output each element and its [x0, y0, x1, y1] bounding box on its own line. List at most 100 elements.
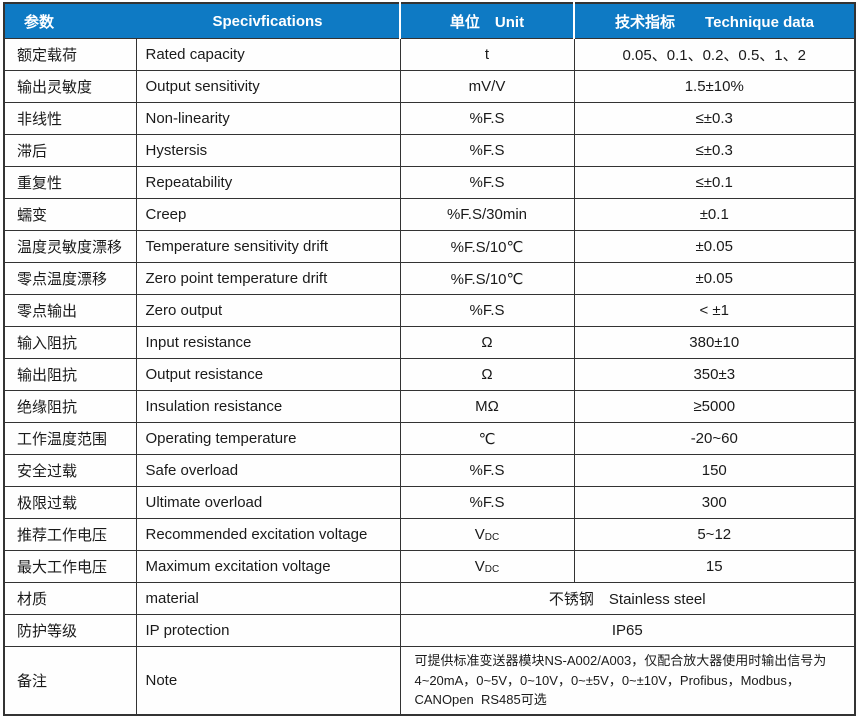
- param-cell: 零点输出: [3, 294, 137, 327]
- value-cell: ≤±0.3: [573, 102, 856, 135]
- param-cell: 输入阻抗: [3, 326, 137, 359]
- table-row: 安全过载 Safe overload %F.S 150: [3, 454, 856, 487]
- unit-cell: t: [399, 38, 575, 71]
- value-cell: ≤±0.3: [573, 134, 856, 167]
- unit-cell: %F.S/30min: [399, 198, 575, 231]
- value-cell: 1.5±10%: [573, 70, 856, 103]
- spec-cell: Rated capacity: [135, 38, 401, 71]
- header-cell-technique-data: 技术指标 Technique data: [573, 3, 855, 39]
- table-row: 温度灵敏度漂移 Temperature sensitivity drift %F.S…: [3, 230, 856, 263]
- param-cell: 绝缘阻抗: [3, 390, 137, 423]
- unit-cell: %F.S: [399, 486, 575, 519]
- header-cell-param: 参数: [4, 3, 136, 39]
- spec-cell: Non-linearity: [135, 102, 401, 135]
- param-cell: 极限过载: [3, 486, 137, 519]
- param-cell: 重复性: [3, 166, 137, 199]
- table-row: 推荐工作电压 Recommended excitation voltage VDC 5…: [3, 518, 856, 551]
- merged-value-cell: 可提供标准变送器模块NS-A002/A003，仅配合放大器使用时输出信号为 4~2…: [399, 646, 856, 715]
- spec-cell: Operating temperature: [135, 422, 401, 455]
- unit-cell: %F.S/10℃: [399, 230, 575, 263]
- spec-cell: IP protection: [135, 614, 401, 647]
- unit-cell: VDC: [399, 518, 575, 551]
- param-cell: 最大工作电压: [3, 550, 137, 583]
- value-cell: ±0.05: [573, 230, 856, 263]
- value-cell: ±0.05: [573, 262, 856, 295]
- spec-cell: Output sensitivity: [135, 70, 401, 103]
- unit-cell: %F.S: [399, 134, 575, 167]
- unit-cell: %F.S: [399, 166, 575, 199]
- spec-table: 参数 Specivfications 单位 Unit 技术指标 Techniqu…: [3, 2, 856, 716]
- table-row: 输入阻抗 Input resistance Ω 380±10: [3, 326, 856, 359]
- param-cell: 安全过载: [3, 454, 137, 487]
- spec-cell: Insulation resistance: [135, 390, 401, 423]
- spec-cell: Temperature sensitivity drift: [135, 230, 401, 263]
- value-cell: 300: [573, 486, 856, 519]
- spec-cell: Input resistance: [135, 326, 401, 359]
- unit-cell: %F.S: [399, 294, 575, 327]
- unit-cell: ℃: [399, 422, 575, 455]
- value-cell: 150: [573, 454, 856, 487]
- unit-cell: Ω: [399, 326, 575, 359]
- param-cell: 推荐工作电压: [3, 518, 137, 551]
- unit-cell: VDC: [399, 550, 575, 583]
- value-cell: ±0.1: [573, 198, 856, 231]
- spec-cell: Note: [135, 646, 401, 715]
- spec-cell: Output resistance: [135, 358, 401, 391]
- value-cell: 5~12: [573, 518, 856, 551]
- table-row: 零点输出 Zero output %F.S < ±1: [3, 294, 856, 327]
- value-cell: ≤±0.1: [573, 166, 856, 199]
- param-cell: 备注: [3, 646, 137, 715]
- table-row: 重复性 Repeatability %F.S ≤±0.1: [3, 166, 856, 199]
- unit-cell: %F.S: [399, 454, 575, 487]
- table-row: 备注 Note 可提供标准变送器模块NS-A002/A003，仅配合放大器使用时输出…: [3, 646, 856, 715]
- spec-cell: Ultimate overload: [135, 486, 401, 519]
- table-row: 输出阻抗 Output resistance Ω 350±3: [3, 358, 856, 391]
- param-cell: 零点温度漂移: [3, 262, 137, 295]
- table-row: 滞后 Hystersis %F.S ≤±0.3: [3, 134, 856, 167]
- param-cell: 滞后: [3, 134, 137, 167]
- param-cell: 输出阻抗: [3, 358, 137, 391]
- param-cell: 蠕变: [3, 198, 137, 231]
- unit-cell: mV/V: [399, 70, 575, 103]
- spec-cell: Zero output: [135, 294, 401, 327]
- table-row: 零点温度漂移 Zero point temperature drift %F.S/1…: [3, 262, 856, 295]
- table-row: 非线性 Non-linearity %F.S ≤±0.3: [3, 102, 856, 135]
- spec-cell: Zero point temperature drift: [135, 262, 401, 295]
- header-row: 参数 Specivfications 单位 Unit 技术指标 Techniqu…: [4, 3, 855, 39]
- unit-cell: %F.S/10℃: [399, 262, 575, 295]
- merged-value-cell: 不锈钢 Stainless steel: [399, 582, 856, 615]
- value-cell: 15: [573, 550, 856, 583]
- value-cell: ≥5000: [573, 390, 856, 423]
- spec-cell: Maximum excitation voltage: [135, 550, 401, 583]
- unit-cell: Ω: [399, 358, 575, 391]
- spec-cell: Creep: [135, 198, 401, 231]
- spec-cell: Hystersis: [135, 134, 401, 167]
- header-cell-specifications: Specivfications: [136, 3, 400, 39]
- param-cell: 温度灵敏度漂移: [3, 230, 137, 263]
- merged-value-cell: IP65: [399, 614, 856, 647]
- unit-subscript: DC: [484, 532, 500, 543]
- value-cell: 350±3: [573, 358, 856, 391]
- param-cell: 输出灵敏度: [3, 70, 137, 103]
- spec-cell: Repeatability: [135, 166, 401, 199]
- param-cell: 非线性: [3, 102, 137, 135]
- value-cell: < ±1: [573, 294, 856, 327]
- value-cell: 380±10: [573, 326, 856, 359]
- unit-subscript: DC: [484, 564, 500, 575]
- param-cell: 材质: [3, 582, 137, 615]
- table-row: 防护等级 IP protection IP65: [3, 614, 856, 647]
- table-row: 工作温度范围 Operating temperature ℃ -20~60: [3, 422, 856, 455]
- table-row: 材质 material 不锈钢 Stainless steel: [3, 582, 856, 615]
- param-cell: 防护等级: [3, 614, 137, 647]
- value-cell: -20~60: [573, 422, 856, 455]
- spec-cell: Safe overload: [135, 454, 401, 487]
- table-row: 绝缘阻抗 Insulation resistance MΩ ≥5000: [3, 390, 856, 423]
- param-cell: 工作温度范围: [3, 422, 137, 455]
- unit-cell: %F.S: [399, 102, 575, 135]
- table-row: 蠕变 Creep %F.S/30min ±0.1: [3, 198, 856, 231]
- value-cell: 0.05、0.1、0.2、0.5、1、2: [573, 38, 856, 71]
- table-row: 额定载荷 Rated capacity t 0.05、0.1、0.2、0.5、1、2: [3, 38, 856, 71]
- table-row: 最大工作电压 Maximum excitation voltage VDC 15: [3, 550, 856, 583]
- spec-cell: Recommended excitation voltage: [135, 518, 401, 551]
